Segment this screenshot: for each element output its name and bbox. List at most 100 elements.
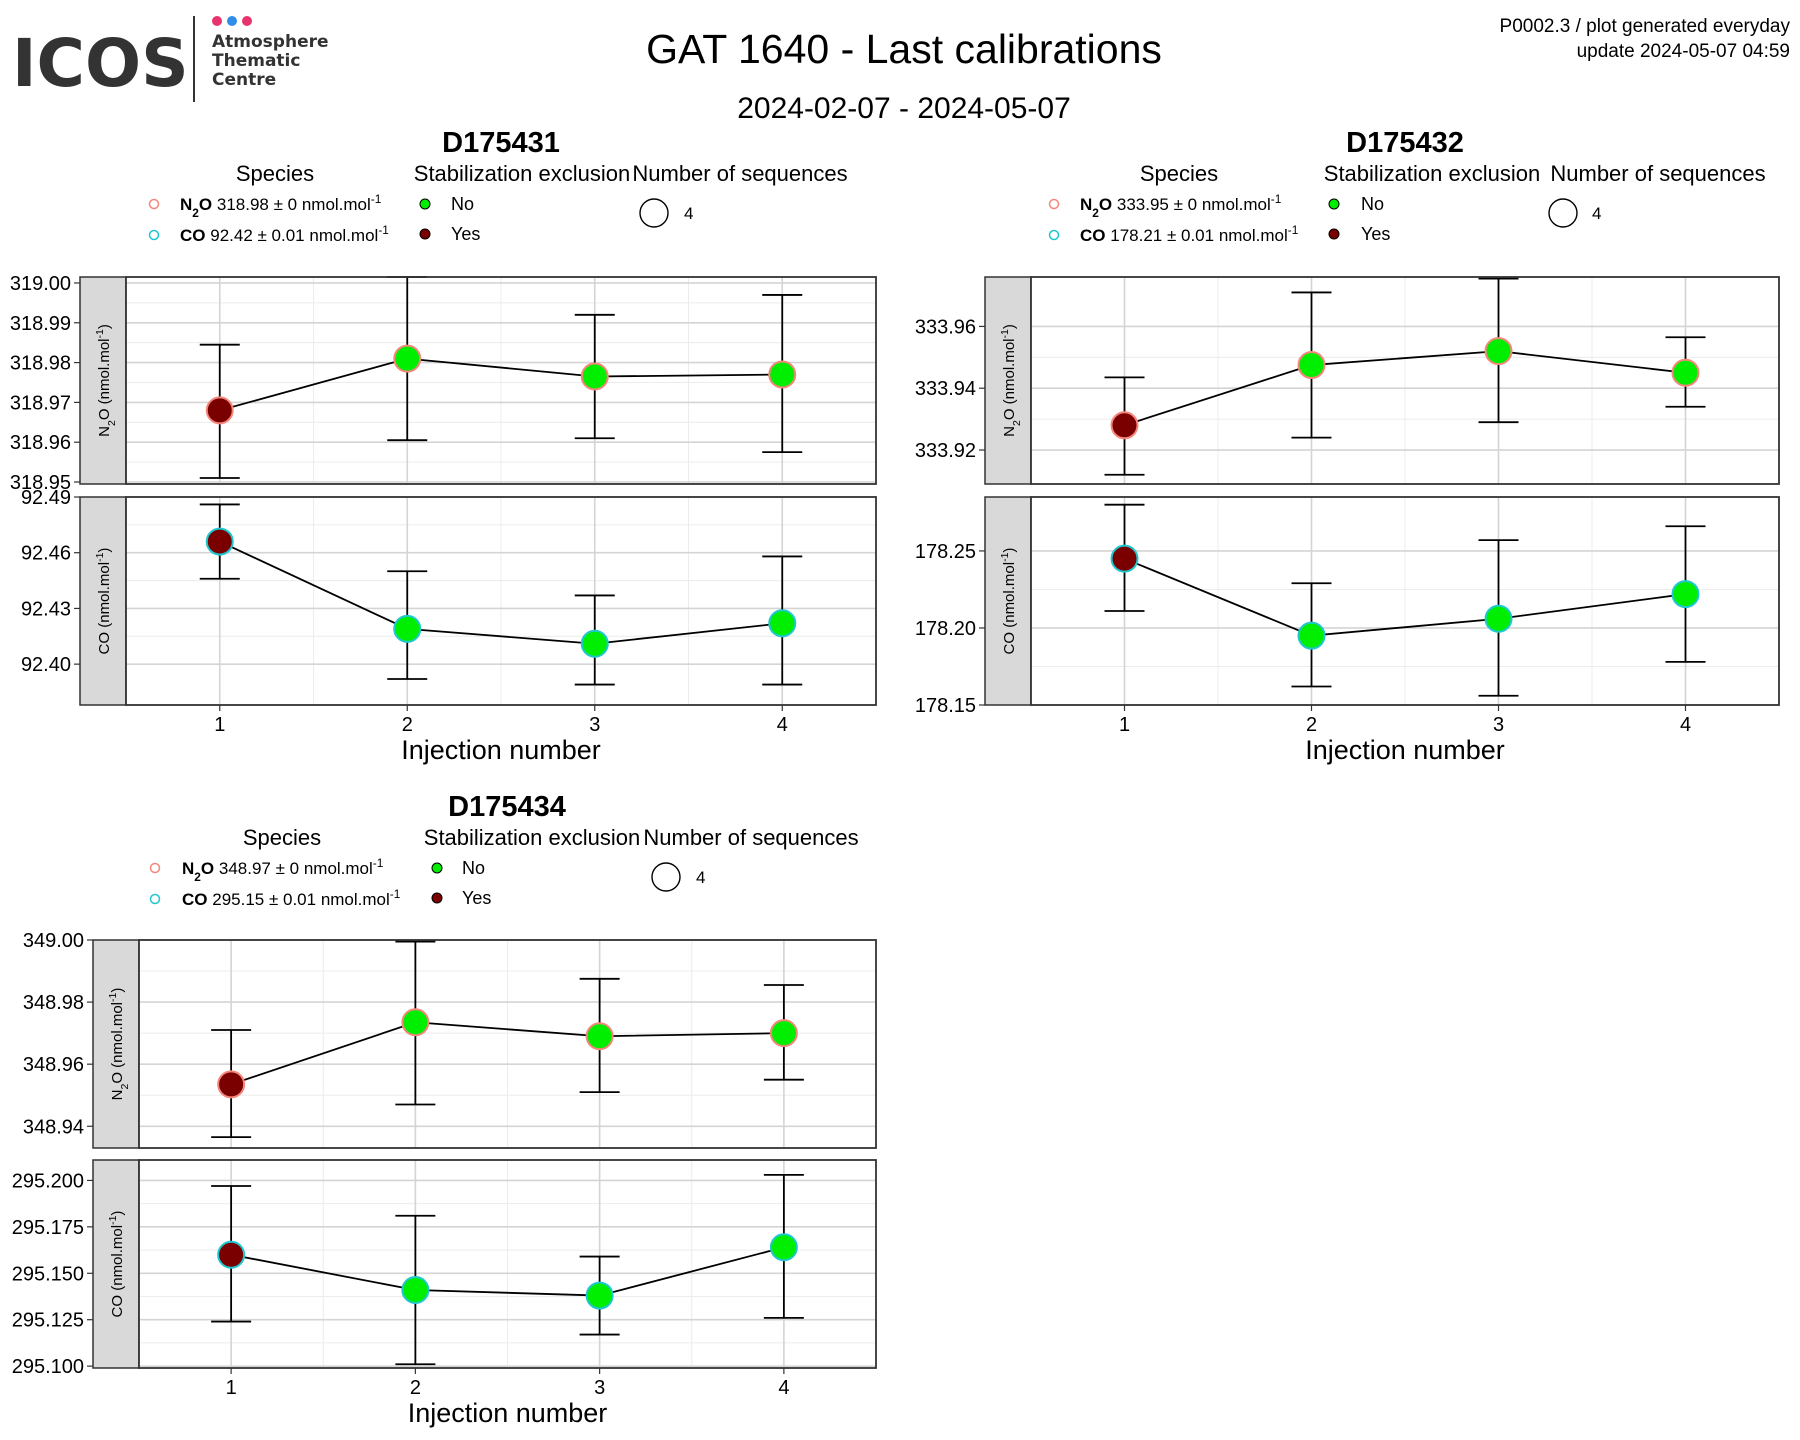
series-line: [1124, 557, 1686, 637]
legend-stab-no-label: No: [462, 858, 485, 878]
legend-co-label: CO 178.21 ± 0.01 nmol.mol-1: [1080, 223, 1299, 245]
legend-n2o-key: [1048, 198, 1060, 210]
y-tick-label: 318.95: [10, 472, 71, 494]
y-tick-label: 295.175: [12, 1217, 84, 1239]
data-point: [768, 360, 797, 389]
chart-2: D175434 Species Stabilization exclusion Num…: [12, 791, 877, 1428]
panel-frame: [1030, 496, 1780, 706]
panel-n2o: N2O (nmol.mol-1) 348.94 348.96 348.98 349.00: [23, 930, 877, 1149]
data-point: [1484, 604, 1513, 633]
panel-n2o: N2O (nmol.mol-1) 333.92 333.94 333.96: [915, 276, 1780, 485]
legend-nseq-title: Number of sequences: [632, 161, 847, 186]
panel-frame: [138, 1159, 877, 1369]
legend-species-title: Species: [1140, 161, 1218, 186]
legend-n2o-key: [149, 862, 161, 874]
plot-meta-line-1: P0002.3 / plot generated everyday: [1500, 16, 1791, 37]
data-point: [1297, 621, 1326, 650]
y-tick-label: 348.94: [23, 1116, 84, 1138]
y-tick-label: 92.49: [21, 487, 71, 509]
series-line: [219, 357, 783, 412]
data-point: [769, 1019, 798, 1048]
y-tick-label: 333.92: [915, 440, 976, 462]
panel-frame: [125, 276, 877, 485]
panel-frame: [125, 496, 877, 706]
data-point: [1671, 358, 1700, 387]
y-tick-label: 295.200: [12, 1170, 84, 1192]
y-tick-label: 318.98: [10, 353, 71, 375]
legend-nseq-key: [651, 862, 681, 892]
panel-strip-label: N2O (nmol.mol-1): [999, 324, 1023, 437]
legend-stab-no-key: [419, 198, 431, 210]
data-point: [768, 609, 797, 638]
chart-legend: Species Stabilization exclusion Number of …: [1048, 161, 1766, 245]
panel-n2o: N2O (nmol.mol-1) 318.95 318.96 318.97 318.98…: [10, 273, 877, 494]
y-tick-label: 92.40: [21, 654, 71, 676]
legend-nseq-title: Number of sequences: [643, 825, 858, 850]
series-line: [1124, 350, 1686, 427]
data-point: [205, 396, 234, 425]
panel-strip: [984, 276, 1032, 485]
data-point: [580, 629, 609, 658]
legend-stabilization-title: Stabilization exclusion: [414, 161, 630, 186]
legend-stab-no-key: [1328, 198, 1340, 210]
legend-co-key: [1048, 229, 1060, 241]
legend-stabilization-title: Stabilization exclusion: [1324, 161, 1540, 186]
data-point: [401, 1276, 430, 1304]
legend-co-label: CO 92.42 ± 0.01 nmol.mol-1: [180, 223, 389, 245]
chart-legend: Species Stabilization exclusion Number of …: [149, 825, 859, 909]
logo-subtitle-line-3: Centre: [212, 70, 276, 90]
y-tick-label: 92.46: [21, 543, 71, 565]
chart-0: D175431 Species Stabilization exclusion Num…: [10, 127, 877, 765]
chart-title: D175434: [448, 791, 566, 823]
x-tick-label: 2: [410, 1377, 421, 1399]
y-tick-label: 178.20: [915, 618, 976, 640]
legend-nseq-key: [639, 198, 669, 228]
legend-n2o-key: [148, 198, 160, 210]
x-tick-label: 2: [402, 714, 413, 736]
series-line: [230, 1246, 785, 1297]
legend-nseq-title: Number of sequences: [1550, 161, 1765, 186]
legend-co-key: [148, 229, 160, 241]
data-point: [585, 1281, 614, 1310]
panel-co: CO (nmol.mol-1) 92.40 92.43 92.46 92.49 1 2 3 4 I…: [21, 487, 877, 765]
series-line: [219, 540, 783, 645]
series-line: [230, 1021, 784, 1086]
data-point: [401, 1008, 430, 1037]
x-tick-label: 1: [226, 1377, 237, 1399]
panel-frame: [1030, 276, 1780, 485]
y-tick-label: 295.100: [12, 1356, 84, 1378]
x-tick-label: 4: [1680, 714, 1691, 736]
data-point: [1297, 351, 1326, 380]
legend-stab-yes-key: [1328, 228, 1340, 240]
x-tick-label: 4: [777, 714, 788, 736]
legend-nseq-value: 4: [684, 204, 693, 223]
panel-frame: [138, 939, 877, 1149]
panel-strip-label: CO (nmol.mol-1): [94, 548, 113, 655]
plot-meta-line-2: update 2024-05-07 04:59: [1577, 41, 1790, 62]
x-tick-label: 3: [589, 714, 600, 736]
data-point: [1671, 580, 1700, 609]
data-point: [769, 1233, 798, 1262]
panel-strip-label: CO (nmol.mol-1): [999, 548, 1018, 655]
data-point: [1484, 337, 1513, 366]
y-tick-label: 349.00: [23, 930, 84, 952]
chart-legend: Species Stabilization exclusion Number of …: [148, 161, 848, 245]
legend-stab-yes-label: Yes: [1361, 224, 1390, 244]
data-point: [1110, 544, 1139, 573]
legend-stab-yes-label: Yes: [451, 224, 480, 244]
y-tick-label: 318.97: [10, 392, 71, 414]
logo-dot-3: [242, 16, 252, 26]
page-title: GAT 1640 - Last calibrations: [646, 26, 1162, 72]
panel-strip-label: N2O (nmol.mol-1): [107, 988, 131, 1101]
y-tick-label: 295.125: [12, 1310, 84, 1332]
y-tick-label: 295.150: [12, 1263, 84, 1285]
legend-n2o-label: N2O 333.95 ± 0 nmol.mol-1: [1080, 192, 1282, 220]
legend-nseq-key: [1548, 198, 1578, 228]
data-point: [585, 1022, 614, 1051]
y-tick-label: 333.96: [915, 316, 976, 338]
x-axis-label: Injection number: [401, 735, 601, 765]
chart-1: D175432 Species Stabilization exclusion Num…: [915, 127, 1780, 765]
x-axis-label: Injection number: [1305, 735, 1505, 765]
panel-co: CO (nmol.mol-1) 178.15 178.20 178.25 1 2 3 4 Inj…: [915, 496, 1780, 765]
